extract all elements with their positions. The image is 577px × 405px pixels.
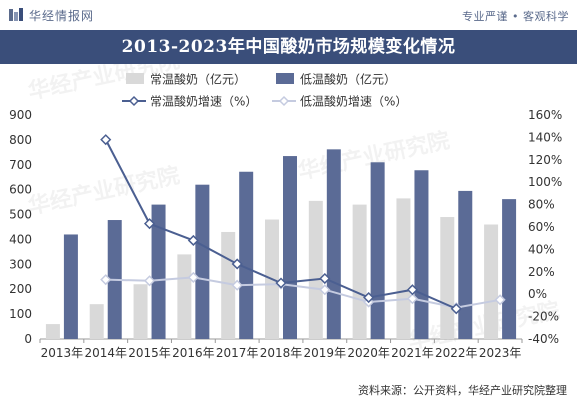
brand-logo-icon [8,7,24,23]
y-right-tick-label: 120% [528,153,562,167]
point-low-temp-growth [143,275,156,287]
point-low-temp-growth [494,294,506,306]
legend-swatch-1 [276,73,294,84]
point-low-temp-growth [100,274,112,286]
y-left-tick-label: 500 [9,208,32,222]
x-tick-label: 2014年 [84,346,127,360]
y-left-tick-label: 200 [9,282,32,296]
bar-low-temp [370,162,385,339]
bar-ambient [89,304,104,339]
point-ambient-growth [319,272,331,285]
line-low-temp-growth [105,276,501,309]
legend-swatch-0 [126,73,144,84]
y-right-tick-label: -40% [528,332,559,346]
point-ambient-growth [406,284,419,296]
y-right-tick-label: 140% [528,130,562,144]
x-tick-label: 2017年 [216,346,259,360]
bar-low-temp [195,184,210,339]
x-tick-label: 2018年 [260,346,303,360]
bar-low-temp [63,234,78,339]
bar-ambient [45,324,60,339]
chart-title: 2013-2023年中国酸奶市场规模变化情况 [121,37,456,57]
bar-ambient [133,284,148,339]
legend-marker-3 [278,95,290,107]
bar-ambient [177,254,192,339]
y-left-tick-label: 300 [9,257,32,271]
legend-label-3: 低温酸奶增速（%） [300,94,407,109]
y-right-tick-label: 40% [528,242,555,256]
y-left-tick-label: 900 [9,108,32,122]
brand-logo: 华经情报网 [8,6,94,24]
y-left-tick-label: 100 [9,307,32,321]
top-bar: 华经情报网 专业严谨 • 客观科学 [0,0,577,30]
point-low-temp-growth [231,279,243,291]
point-ambient-growth [275,277,287,289]
y-right-tick-label: 80% [528,198,555,212]
brand-name: 华经情报网 [29,8,95,23]
bar-ambient [440,217,455,339]
bar-ambient [352,204,367,339]
bar-low-temp [151,204,166,339]
y-right-tick-label: 20% [528,265,555,279]
point-ambient-growth [143,218,156,230]
point-ambient-growth [363,291,375,304]
point-ambient-growth [100,134,112,146]
point-ambient-growth [450,303,462,315]
bar-ambient [221,231,236,339]
x-tick-label: 2013年 [41,346,84,360]
bar-ambient [396,198,411,339]
legend-marker-2 [128,95,140,107]
bar-ambient [308,200,323,339]
legend-label-1: 低温酸奶（亿元） [300,72,396,87]
point-low-temp-growth [319,284,331,296]
point-ambient-growth [231,258,243,270]
legend-label-2: 常温酸奶增速（%） [150,94,257,109]
bar-ambient [484,224,499,339]
legend-label-0: 常温酸奶（亿元） [150,72,246,87]
x-tick-label: 2021年 [391,346,434,360]
bar-low-temp [283,156,297,339]
y-left-tick-label: 800 [9,133,32,147]
bar-low-temp [326,149,341,339]
y-left-tick-label: 400 [9,232,32,246]
y-left-tick-label: 0 [24,332,32,346]
x-tick-label: 2016年 [172,346,215,360]
bar-low-temp [502,199,517,339]
x-tick-label: 2019年 [304,346,347,360]
y-left-tick-label: 600 [9,183,32,197]
x-tick-label: 2015年 [128,346,171,360]
point-ambient-growth [187,234,199,247]
y-right-tick-label: 0% [528,287,547,301]
y-right-tick-label: 100% [528,175,562,189]
slogan: 专业严谨 • 客观科学 [462,10,569,23]
x-tick-label: 2020年 [347,346,390,360]
source-note: 资料来源：公开资料，华经产业研究院整理 [358,384,567,397]
y-right-tick-label: 160% [528,108,562,122]
y-right-tick-label: -20% [528,310,559,324]
point-low-temp-growth [187,271,199,283]
y-left-tick-label: 700 [9,158,32,172]
bar-low-temp [239,171,254,339]
bar-low-temp [458,190,473,339]
x-tick-label: 2023年 [479,346,522,360]
y-right-tick-label: 60% [528,220,555,234]
bar-low-temp [414,170,429,339]
title-bar: 2013-2023年中国酸奶市场规模变化情况 [0,30,577,64]
point-low-temp-growth [406,293,419,305]
x-tick-label: 2022年 [435,346,478,360]
